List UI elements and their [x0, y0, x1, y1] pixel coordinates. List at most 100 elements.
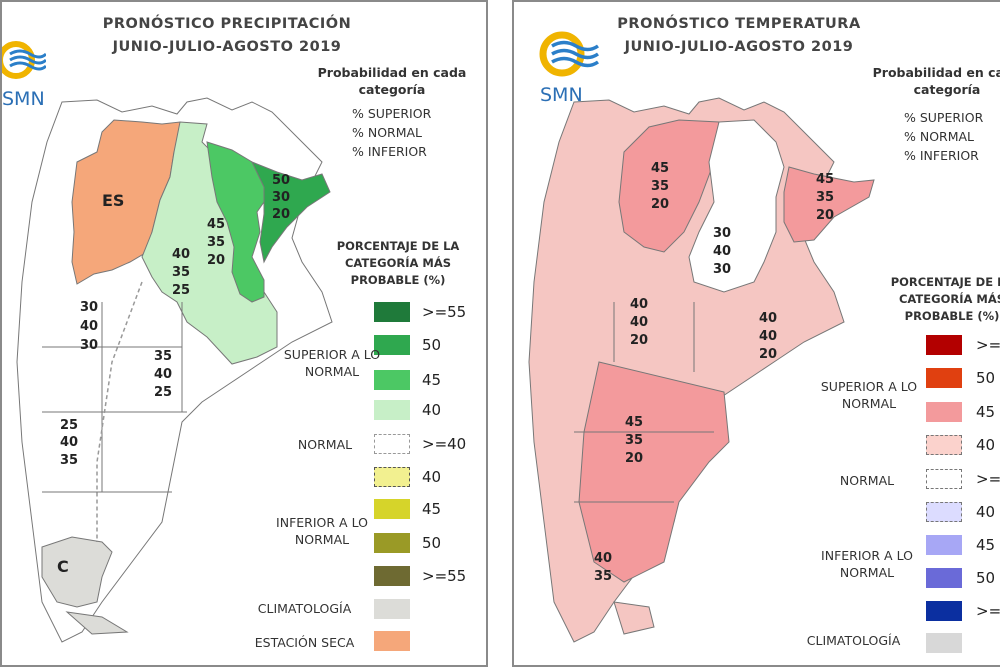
- temp-swatch-0: [926, 335, 962, 355]
- patagonia-normal: 40: [60, 435, 78, 450]
- centro-normal: 40: [713, 244, 731, 259]
- region-patagonia: [578, 361, 730, 583]
- group-estacion-seca: ESTACIÓN SECA: [254, 635, 355, 650]
- prob-inferior: % INFERIOR: [352, 144, 427, 159]
- prob-title: Probabilidad en cada categoría: [317, 65, 467, 97]
- region-nea: [783, 166, 875, 243]
- temp-swatch-label-2: 45: [976, 403, 996, 421]
- prob-inferior: % INFERIOR: [904, 148, 979, 163]
- smn-logo-text: SMN: [540, 84, 583, 106]
- cuyo-superior: 30: [80, 300, 98, 315]
- centro-inferior: 30: [713, 262, 731, 277]
- litoral-inferior: 20: [207, 253, 225, 268]
- cuyo-inferior: 30: [80, 338, 98, 353]
- precip-swatch-1: [374, 335, 410, 355]
- precip-swatch-label-0: >=55: [422, 303, 467, 321]
- precip-swatch-label-2: 45: [422, 371, 442, 389]
- precip-swatch-label-3: 40: [422, 401, 442, 419]
- values-sur: 40 35: [594, 551, 612, 584]
- prob-normal: % NORMAL: [352, 125, 423, 140]
- group-climatologia: CLIMATOLOGÍA: [257, 601, 352, 616]
- smn-logo-icon: [2, 41, 48, 79]
- values-noa: 45 35 20: [651, 161, 669, 212]
- label-c: C: [57, 557, 69, 576]
- pampa-normal: 40: [759, 329, 777, 344]
- temp-swatch-6: [926, 535, 962, 555]
- values-cuyo: 40 40 20: [630, 297, 648, 348]
- precip-swatch-7: [374, 533, 410, 553]
- temp-swatch-label-1: 50: [976, 369, 996, 387]
- precipitation-map: ES C 50 30 20 45 35 20 40 35 25 30 40 30…: [16, 97, 333, 643]
- precip-swatch-2: [374, 370, 410, 390]
- prob-title: Probabilidad en cada categoría: [872, 65, 1000, 97]
- precip-swatch-label-7: 50: [422, 534, 442, 552]
- temp-swatch-label-3: 40: [976, 436, 996, 454]
- patagonia-superior: 25: [60, 418, 78, 433]
- values-centro: 40 35 25: [172, 247, 190, 298]
- legend-title: PORCENTAJE DE LA CATEGORÍA MÁS PROBABLE …: [890, 275, 1000, 323]
- pampa-normal: 40: [154, 367, 172, 382]
- pampa-superior: 40: [759, 311, 777, 326]
- ne-inferior: 20: [272, 207, 290, 222]
- tierra-del-fuego: [613, 601, 655, 635]
- smn-logo-icon: [539, 31, 600, 77]
- centro-superior: 30: [713, 226, 731, 241]
- precip-swatch-label-4: >=40: [422, 435, 467, 453]
- values-ne: 50 30 20: [272, 173, 290, 222]
- temp-swatch-5: [926, 502, 962, 522]
- precip-swatch-label-5: 40: [422, 468, 442, 486]
- temp-swatch-8: [926, 601, 962, 621]
- patagonia-normal: 35: [625, 433, 643, 448]
- temp-swatch-4: [926, 469, 962, 489]
- temp-swatch-label-4: >=40: [976, 470, 1000, 488]
- precip-swatch-label-6: 45: [422, 500, 442, 518]
- values-patagonia: 45 35 20: [625, 415, 643, 466]
- precip-swatch-9: [374, 599, 410, 619]
- sur-normal: 35: [594, 569, 612, 584]
- temperature-panel: 45 35 20 45 35 20 30 40 30 40 40 20 40 4…: [512, 0, 1000, 667]
- temp-swatch-9: [926, 633, 962, 653]
- noa-superior: 45: [651, 161, 669, 176]
- precip-swatch-5: [374, 467, 410, 487]
- group-climatologia: CLIMATOLOGÍA: [806, 633, 901, 648]
- temp-swatch-2: [926, 402, 962, 422]
- pampa-superior: 35: [154, 349, 172, 364]
- smn-logo: [538, 26, 600, 86]
- patagonia-inferior: 20: [625, 451, 643, 466]
- cuyo-normal: 40: [630, 315, 648, 330]
- prob-superior: % SUPERIOR: [352, 106, 432, 121]
- temp-swatch-label-6: 45: [976, 536, 996, 554]
- precipitation-panel: ES C 50 30 20 45 35 20 40 35 25 30 40 30…: [0, 0, 488, 667]
- temp-swatch-label-8: >=55: [976, 602, 1000, 620]
- group-superior: SUPERIOR A LO NORMAL: [820, 379, 918, 411]
- legend-title: PORCENTAJE DE LA CATEGORÍA MÁS PROBABLE …: [336, 239, 460, 287]
- cuyo-inferior: 20: [630, 333, 648, 348]
- nea-inferior: 20: [816, 208, 834, 223]
- values-pampa: 35 40 25: [154, 349, 172, 400]
- temp-swatch-label-7: 50: [976, 569, 996, 587]
- precip-swatch-6: [374, 499, 410, 519]
- group-superior: SUPERIOR A LO NORMAL: [283, 347, 381, 379]
- precip-swatch-label-8: >=55: [422, 567, 467, 585]
- precip-swatch-4: [374, 434, 410, 454]
- patagonia-superior: 45: [625, 415, 643, 430]
- precip-title-line1: PRONÓSTICO PRECIPITACIÓN: [102, 16, 352, 32]
- precip-swatch-10: [374, 631, 410, 651]
- temperature-map: 45 35 20 45 35 20 30 40 30 40 40 20 40 4…: [528, 97, 875, 643]
- centro-normal: 35: [172, 265, 190, 280]
- centro-superior: 40: [172, 247, 190, 262]
- centro-inferior: 25: [172, 283, 190, 298]
- prob-superior: % SUPERIOR: [904, 110, 984, 125]
- group-inferior: INFERIOR A LO NORMAL: [821, 548, 913, 580]
- values-nea: 45 35 20: [816, 172, 834, 223]
- group-normal: NORMAL: [297, 437, 353, 452]
- region-superior-50: [250, 161, 331, 264]
- nea-superior: 45: [816, 172, 834, 187]
- cuyo-normal: 40: [80, 319, 98, 334]
- pampa-inferior: 25: [154, 385, 172, 400]
- litoral-superior: 45: [207, 217, 225, 232]
- group-inferior: INFERIOR A LO NORMAL: [276, 515, 368, 547]
- region-noa: [618, 119, 720, 253]
- label-es: ES: [102, 191, 124, 210]
- noa-normal: 35: [651, 179, 669, 194]
